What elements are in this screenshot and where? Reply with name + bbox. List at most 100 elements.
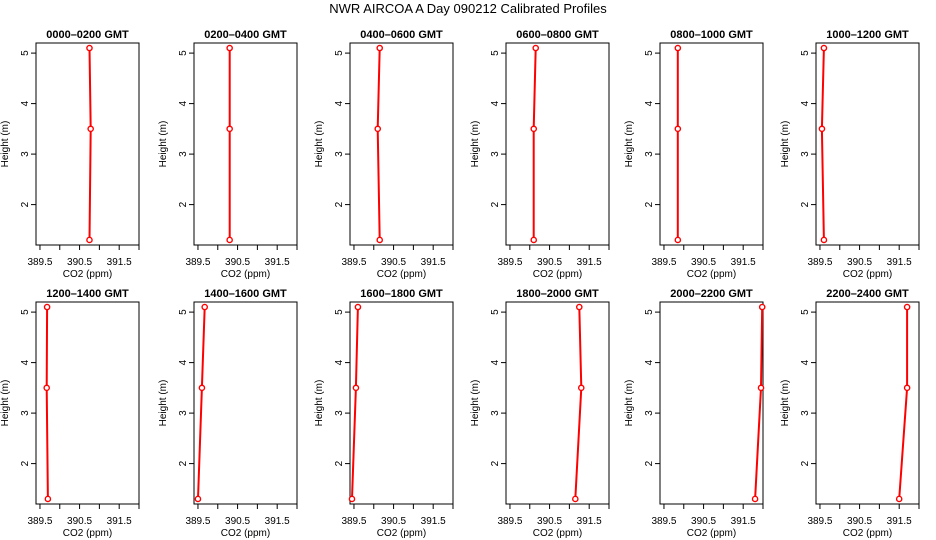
data-point	[198, 384, 206, 392]
plot-frame	[815, 42, 920, 246]
panel-title: 0400–0600 GMT	[360, 29, 443, 41]
panel-11: 2000–2200 GMT 389.5 390.5 391.5 2 3 4 5 CO2 (ppm…	[624, 288, 766, 539]
y-axis-label: Height (m)	[0, 380, 11, 427]
panel-title: 0000–0200 GMT	[46, 29, 129, 41]
plot-frame	[505, 301, 610, 505]
x-tick-label: 391.5	[731, 257, 756, 268]
x-tick-label: 390.5	[537, 257, 562, 268]
x-tick-label: 391.5	[107, 257, 132, 268]
y-axis-label: Height (m)	[314, 121, 325, 168]
x-tick-label: 390.5	[67, 257, 92, 268]
panel-title: 2200–2400 GMT	[826, 288, 909, 300]
panel-4: 0600–0800 GMT 389.5 390.5 391.5 2 3 4 5 CO2 (ppm…	[470, 29, 610, 280]
y-axis-label: Height (m)	[470, 380, 481, 427]
data-point	[903, 384, 911, 392]
panel-title: 0600–0800 GMT	[516, 29, 599, 41]
x-tick-label: 390.5	[691, 257, 716, 268]
panel-9: 1600–1800 GMT 389.5 390.5 391.5 2 3 4 5 CO2 (ppm…	[314, 288, 454, 539]
x-tick-label: 391.5	[265, 257, 290, 268]
panel-3: 0400–0600 GMT 389.5 390.5 391.5 2 3 4 5 CO2 (ppm…	[314, 29, 454, 280]
data-point	[674, 44, 682, 52]
data-point	[376, 236, 384, 244]
data-point	[895, 495, 903, 503]
y-tick-label: 3	[644, 410, 655, 416]
y-tick-label: 2	[800, 460, 811, 466]
y-tick-label: 2	[490, 201, 501, 207]
profile-line	[88, 48, 92, 240]
plot-frame	[505, 42, 610, 246]
y-tick-label: 4	[20, 100, 31, 106]
x-tick-label: 389.5	[341, 516, 366, 527]
x-axis-label: CO2 (ppm)	[221, 528, 270, 539]
y-tick-label: 4	[800, 100, 811, 106]
data-point	[674, 125, 682, 133]
x-tick-label: 391.5	[107, 516, 132, 527]
x-tick-label: 391.5	[577, 516, 602, 527]
y-axis-label: Height (m)	[624, 380, 635, 427]
y-tick-label: 5	[334, 50, 345, 56]
data-point	[376, 44, 384, 52]
y-tick-label: 2	[644, 460, 655, 466]
y-tick-label: 5	[644, 309, 655, 315]
y-tick-label: 4	[178, 359, 189, 365]
x-tick-label: 389.5	[497, 257, 522, 268]
plot-frame	[659, 42, 764, 246]
data-point	[758, 303, 766, 311]
x-tick-label: 390.5	[691, 516, 716, 527]
x-axis-label: CO2 (ppm)	[843, 269, 892, 280]
x-tick-label: 391.5	[577, 257, 602, 268]
page-title: NWR AIRCOA A Day 090212 Calibrated Profi…	[329, 1, 607, 16]
y-axis-label: Height (m)	[0, 121, 11, 168]
panel-title: 0200–0400 GMT	[204, 29, 287, 41]
data-point	[352, 384, 360, 392]
profile-line	[754, 307, 764, 499]
data-point	[194, 495, 202, 503]
panel-10: 1800–2000 GMT 389.5 390.5 391.5 2 3 4 5 CO2 (ppm…	[470, 288, 610, 539]
y-tick-label: 5	[800, 50, 811, 56]
y-tick-label: 3	[20, 151, 31, 157]
y-axis-label: Height (m)	[158, 380, 169, 427]
y-tick-label: 2	[334, 201, 345, 207]
y-axis-label: Height (m)	[158, 121, 169, 168]
y-tick-label: 5	[490, 50, 501, 56]
data-point	[86, 44, 93, 52]
x-tick-label: 389.5	[185, 516, 210, 527]
plot-frame	[349, 301, 454, 505]
y-tick-label: 2	[178, 201, 189, 207]
y-tick-label: 3	[490, 151, 501, 157]
panel-title: 1200–1400 GMT	[46, 288, 129, 300]
panel-2: 0200–0400 GMT 389.5 390.5 391.5 2 3 4 5 CO2 (ppm…	[158, 29, 298, 280]
y-tick-label: 5	[178, 309, 189, 315]
plot-frame	[659, 301, 764, 505]
y-tick-label: 2	[334, 460, 345, 466]
panel-title: 1800–2000 GMT	[516, 288, 599, 300]
data-point	[43, 303, 51, 311]
x-tick-label: 390.5	[847, 257, 872, 268]
y-tick-label: 4	[178, 100, 189, 106]
panel-title: 2000–2200 GMT	[670, 288, 753, 300]
panel-title: 1000–1200 GMT	[826, 29, 909, 41]
panel-title: 1400–1600 GMT	[204, 288, 287, 300]
y-axis-label: Height (m)	[314, 380, 325, 427]
y-tick-label: 4	[334, 100, 345, 106]
y-tick-label: 5	[334, 309, 345, 315]
data-point	[820, 44, 828, 52]
data-point	[87, 125, 94, 133]
data-point	[530, 125, 538, 133]
data-point	[348, 495, 356, 503]
y-tick-label: 3	[178, 151, 189, 157]
data-point	[226, 236, 233, 244]
y-tick-label: 2	[490, 460, 501, 466]
y-axis-label: Height (m)	[624, 121, 635, 168]
y-tick-label: 4	[490, 100, 501, 106]
y-tick-label: 3	[490, 410, 501, 416]
data-point	[226, 44, 233, 52]
y-tick-label: 3	[334, 410, 345, 416]
data-point	[530, 236, 538, 244]
x-axis-label: CO2 (ppm)	[843, 528, 892, 539]
panel-1: 0000–0200 GMT 389.5 390.5 391.5 2 3 4 5 CO2 (ppm…	[0, 29, 140, 280]
y-tick-label: 4	[334, 359, 345, 365]
y-tick-label: 2	[178, 460, 189, 466]
panel-8: 1400–1600 GMT 389.5 390.5 391.5 2 3 4 5 CO2 (ppm…	[158, 288, 298, 539]
data-point	[86, 236, 93, 244]
